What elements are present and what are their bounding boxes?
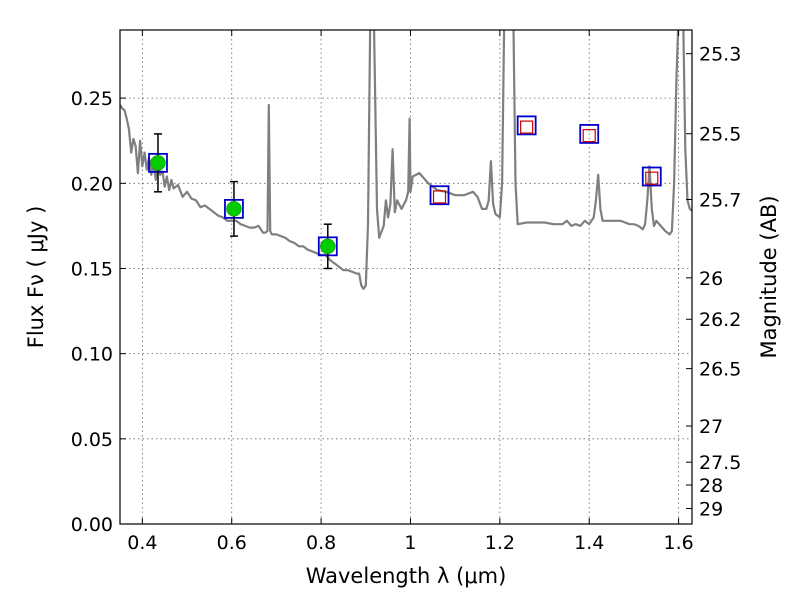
y-tick-label: 0.10 — [71, 344, 113, 366]
y-tick-label: 0.05 — [71, 429, 113, 451]
observed-open-square — [520, 120, 534, 134]
spectrum-layer — [120, 30, 692, 290]
plot-frame — [119, 29, 693, 525]
x-tick-label: 0.4 — [127, 532, 157, 554]
axes-layer: 0.4 0.6 0.8 1 1.2 1.4 1.6 0.00 0.05 0.10 0.15 0.20 0… — [71, 29, 741, 554]
x-tick-label: 0.8 — [306, 532, 336, 554]
y-tick-label: 0.15 — [71, 258, 113, 280]
y2-tick-label: 26 — [699, 268, 723, 290]
detection-point — [226, 201, 242, 217]
x-tick-label: 1.6 — [663, 532, 693, 554]
y-axis-label: Flux Fν ( μJy ) — [24, 206, 48, 349]
y-tick-label: 0.25 — [71, 88, 113, 110]
model-photometry-square — [429, 185, 450, 206]
x-tick-label: 0.6 — [217, 532, 247, 554]
y2-tick-label: 27 — [699, 416, 723, 438]
y2-tick-label: 29 — [699, 498, 723, 520]
marker-layer — [148, 115, 662, 270]
x-tick-label: 1.4 — [574, 532, 604, 554]
y2-tick-label: 26.2 — [699, 309, 741, 331]
y-tick-label: 0.00 — [71, 514, 113, 536]
observed-open-square — [582, 129, 596, 143]
x-axis-label: Wavelength λ (μm) — [306, 564, 507, 588]
y2-tick-label: 25.5 — [699, 124, 741, 146]
x-tick-label: 1.2 — [485, 532, 515, 554]
observed-open-square — [645, 171, 659, 185]
model-photometry-square — [516, 115, 537, 136]
y2-axis-label: Magnitude (AB) — [757, 195, 781, 358]
spectrum-line — [120, 30, 692, 290]
y2-tick-label: 28 — [699, 475, 723, 497]
y-tick-label: 0.20 — [71, 173, 113, 195]
y2-tick-label: 25.3 — [699, 44, 741, 66]
detection-point — [150, 155, 166, 171]
observed-open-square — [432, 190, 447, 204]
detection-point — [320, 238, 336, 255]
y2-tick-label: 26.5 — [699, 359, 741, 381]
y2-tick-label: 27.5 — [699, 452, 741, 474]
y2-tick-label: 25.7 — [699, 189, 741, 211]
grid-layer — [120, 30, 692, 525]
x-tick-label: 1 — [404, 532, 416, 554]
model-photometry-square — [641, 166, 662, 187]
model-photometry-square — [579, 124, 600, 144]
